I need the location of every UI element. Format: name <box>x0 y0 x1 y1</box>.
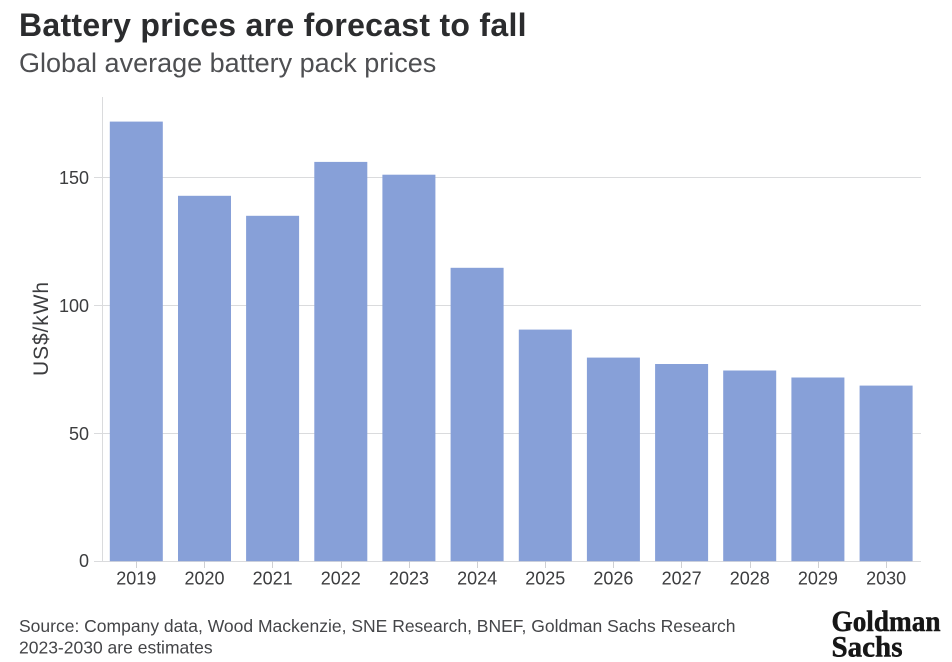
svg-text:Sachs: Sachs <box>832 631 903 662</box>
svg-text:2026: 2026 <box>593 569 633 589</box>
svg-text:2023: 2023 <box>389 569 429 589</box>
svg-text:Battery prices are forecast to: Battery prices are forecast to fall <box>19 7 527 43</box>
svg-text:2028: 2028 <box>730 569 770 589</box>
svg-text:2020: 2020 <box>184 569 224 589</box>
svg-text:2022: 2022 <box>321 569 361 589</box>
svg-text:2023-2030 are estimates: 2023-2030 are estimates <box>19 638 213 658</box>
svg-text:US$/kWh: US$/kWh <box>30 281 53 376</box>
svg-text:100: 100 <box>59 296 89 316</box>
svg-text:50: 50 <box>69 424 89 444</box>
svg-text:2030: 2030 <box>866 569 906 589</box>
svg-text:Global average battery pack pr: Global average battery pack prices <box>19 48 436 78</box>
svg-text:2029: 2029 <box>798 569 838 589</box>
svg-text:2021: 2021 <box>253 569 293 589</box>
svg-text:2019: 2019 <box>116 569 156 589</box>
svg-text:Goldman: Goldman <box>832 605 941 638</box>
svg-text:150: 150 <box>59 168 89 188</box>
svg-text:Source: Company data, Wood Mac: Source: Company data, Wood Mackenzie, SN… <box>19 616 736 636</box>
svg-text:0: 0 <box>79 551 89 571</box>
svg-text:2025: 2025 <box>525 569 565 589</box>
svg-text:2027: 2027 <box>662 569 702 589</box>
svg-text:2024: 2024 <box>457 569 497 589</box>
